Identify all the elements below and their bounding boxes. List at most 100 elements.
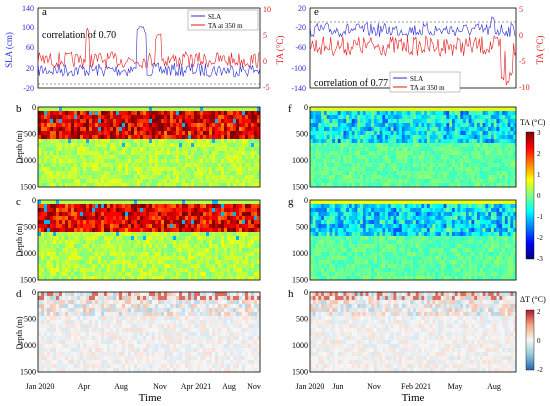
heatmap-cell [236, 179, 240, 184]
heatmap-cell [155, 175, 159, 180]
heatmap-cell [104, 336, 108, 341]
heatmap-cell [92, 252, 96, 257]
heatmap-cell [143, 216, 147, 221]
heatmap-cell [137, 256, 141, 261]
heatmap-cell [113, 328, 117, 333]
heatmap-cell [173, 292, 177, 297]
heatmap-cell [68, 272, 72, 277]
heatmap-cell [74, 340, 78, 345]
heatmap-cell [152, 360, 156, 365]
heatmap-cell [212, 244, 216, 249]
heatmap-cell [346, 183, 350, 188]
heatmap-cell [101, 328, 105, 333]
heatmap-cell [113, 300, 117, 305]
heatmap-cell [254, 240, 258, 245]
heatmap-cell [233, 264, 237, 269]
heatmap-cell [242, 252, 246, 257]
heatmap-cell [230, 135, 234, 140]
heatmap-cell [212, 216, 216, 221]
panel-e-annotation: correlation of 0.77 [314, 78, 388, 89]
heatmap-cell [104, 272, 108, 277]
heatmap-cell [245, 268, 249, 273]
heatmap-cell [86, 147, 90, 152]
heatmap-cell [137, 260, 141, 265]
heatmap-cell [221, 292, 225, 297]
heatmap-cell [218, 328, 222, 333]
heatmap-cell [62, 300, 66, 305]
heatmap-cell [131, 183, 135, 188]
heatmap-cell [155, 147, 159, 152]
heatmap-cell [92, 356, 96, 361]
heatmap-cell [71, 296, 75, 301]
heatmap-cell [230, 264, 234, 269]
heatmap-cell [236, 115, 240, 120]
heatmap-cell [209, 135, 213, 140]
heatmap-cell [50, 348, 54, 353]
heatmap-cell [218, 240, 222, 245]
heatmap-cell [113, 212, 117, 217]
heatmap-cell [155, 159, 159, 164]
heatmap-cell [113, 175, 117, 180]
heatmap-cell [173, 167, 177, 172]
panel-a: a correlation of 0.70 SLA TA at 350 m 14… [4, 4, 285, 93]
heatmap-cell [65, 308, 69, 313]
heatmap-cell [335, 131, 339, 136]
heatmap-cell [161, 139, 165, 144]
heatmap-cell [122, 143, 126, 148]
heatmap-cell [257, 264, 261, 269]
heatmap-cell [134, 204, 138, 209]
heatmap-cell [143, 167, 147, 172]
heatmap-cell [360, 119, 364, 124]
heatmap-cell [101, 252, 105, 257]
heatmap-cell [107, 228, 111, 233]
heatmap-cell [65, 300, 69, 305]
heatmap-cell [65, 336, 69, 341]
heatmap-cell [230, 212, 234, 217]
heatmap-cell [167, 171, 171, 176]
heatmap-cell [230, 348, 234, 353]
heatmap-cell [318, 151, 322, 156]
heatmap-cell [122, 340, 126, 345]
heatmap-cell [242, 236, 246, 241]
heatmap-cell [167, 360, 171, 365]
heatmap-cell [92, 352, 96, 357]
heatmap-cell [125, 171, 129, 176]
heatmap-cell [248, 204, 252, 209]
heatmap-cell [233, 232, 237, 237]
heatmap-cell [233, 252, 237, 257]
heatmap-cell [50, 216, 54, 221]
heatmap-cell [68, 328, 72, 333]
heatmap-cell [236, 236, 240, 241]
heatmap-cell [134, 340, 138, 345]
heatmap-cell [155, 348, 159, 353]
heatmap-cell [310, 167, 314, 172]
heatmap-cell [374, 167, 378, 172]
heatmap-cell [140, 340, 144, 345]
heatmap-cell [191, 244, 195, 249]
heatmap-cell [329, 107, 333, 112]
heatmap-cell [77, 344, 81, 349]
heatmap-cell [188, 115, 192, 120]
heatmap-cell [185, 252, 189, 257]
heatmap-cell [182, 143, 186, 148]
heatmap-cell [101, 368, 105, 373]
heatmap-cell [206, 296, 210, 301]
heatmap-cell [224, 336, 228, 341]
heatmap-cell [80, 123, 84, 128]
heatmap-cell [137, 127, 141, 132]
heatmap-cell [218, 111, 222, 116]
heatmap-cell [38, 356, 42, 361]
heatmap-cell [254, 232, 258, 237]
heatmap-cell [245, 312, 249, 317]
heatmap-cell [197, 212, 201, 217]
heatmap-cell [65, 356, 69, 361]
heatmap-cell [212, 151, 216, 156]
heatmap-cell [233, 292, 237, 297]
heatmap-cell [53, 151, 57, 156]
heatmap-cell [98, 368, 102, 373]
heatmap-cell [83, 336, 87, 341]
heatmap-cell [95, 216, 99, 221]
heatmap-cell [173, 115, 177, 120]
heatmap-cell [71, 292, 75, 297]
heatmap-cell [134, 244, 138, 249]
